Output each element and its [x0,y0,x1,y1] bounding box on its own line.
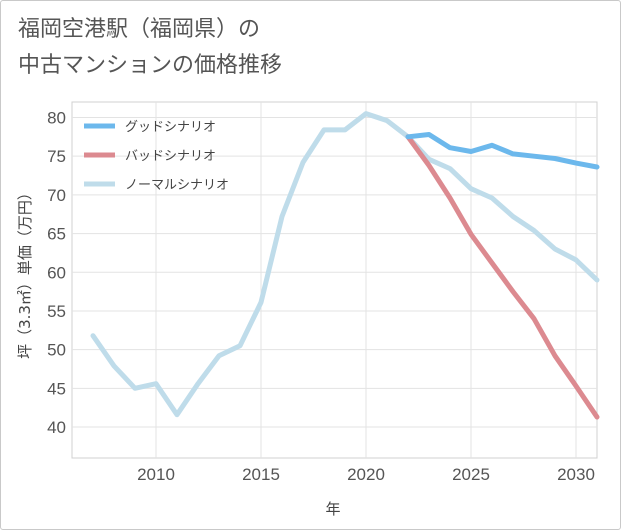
chart-title-line2: 中古マンションの価格推移 [18,53,283,78]
legend-label-good: グッドシナリオ [125,120,216,135]
y-tick-label-50: 50 [47,341,66,360]
y-tick-label-40: 40 [47,418,66,437]
x-tick-label-2030: 2030 [557,465,595,484]
series-line-normal [90,111,600,418]
y-tick-label-75: 75 [47,147,66,166]
y-tick-label-80: 80 [47,108,66,127]
y-tick-label-55: 55 [47,302,66,321]
series-line-good [405,132,600,170]
y-axis-title: 坪（3.3㎡）単価（万円） [16,185,34,359]
chart-title-line1: 福岡空港駅（福岡県）の [18,17,261,42]
y-tick-label-45: 45 [47,379,66,398]
x-tick-label-2010: 2010 [137,465,175,484]
series-lines [90,111,600,420]
x-tick-label-2025: 2025 [452,465,490,484]
y-tick-label-70: 70 [47,186,66,205]
x-axis-title: 年 [325,500,340,518]
legend-label-bad: バッドシナリオ [125,149,216,164]
x-tick-label-2015: 2015 [242,465,280,484]
y-tick-label-60: 60 [47,263,66,282]
y-axis-ticks: 40 45 50 55 60 65 70 75 80 [47,108,66,437]
series-line-bad [405,134,600,420]
x-tick-label-2020: 2020 [347,465,385,484]
chart-title: 福岡空港駅（福岡県）の 中古マンションの価格推移 [18,12,282,84]
y-tick-label-65: 65 [47,225,66,244]
legend-label-normal: ノーマルシナリオ [125,178,229,193]
x-axis-ticks: 2010 2015 2020 2025 2030 [137,465,595,484]
